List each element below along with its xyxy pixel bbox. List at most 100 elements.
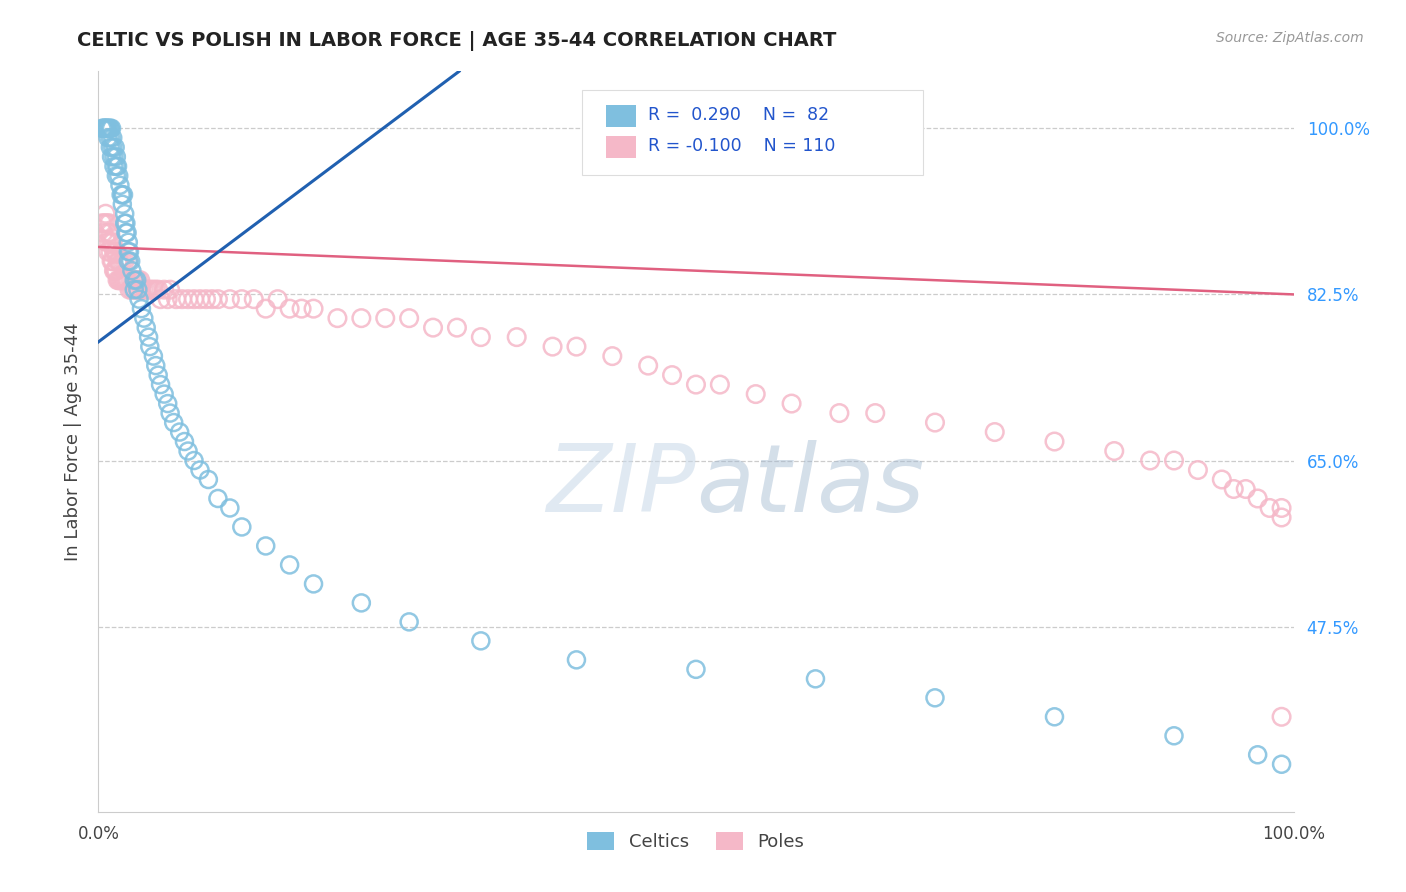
Point <box>278 558 301 572</box>
Point <box>804 672 827 686</box>
Point <box>110 187 132 202</box>
Point <box>107 254 129 268</box>
Point <box>156 292 179 306</box>
Point <box>117 244 139 259</box>
Point <box>98 216 121 230</box>
Point <box>183 453 205 467</box>
Point <box>122 273 145 287</box>
Point <box>1187 463 1209 477</box>
Point <box>108 178 131 193</box>
Point <box>129 273 152 287</box>
Point <box>145 283 167 297</box>
Point <box>115 273 138 287</box>
Point <box>195 292 218 306</box>
Point <box>121 283 143 297</box>
Point <box>124 273 146 287</box>
Point <box>139 283 162 297</box>
Point <box>114 216 136 230</box>
Point <box>101 130 124 145</box>
Point <box>97 226 120 240</box>
Point <box>153 283 176 297</box>
Point <box>1258 500 1281 515</box>
Point <box>139 340 162 354</box>
Point <box>1247 747 1270 762</box>
Point <box>188 292 211 306</box>
Point <box>148 283 170 297</box>
Point <box>267 292 290 306</box>
Text: R = -0.100    N = 110: R = -0.100 N = 110 <box>648 137 835 155</box>
Point <box>156 396 179 410</box>
Point <box>124 273 146 287</box>
Point <box>219 500 242 515</box>
Point <box>1211 473 1233 487</box>
Point <box>1247 491 1270 506</box>
Point <box>1104 444 1126 458</box>
Point <box>142 283 165 297</box>
Point <box>132 283 155 297</box>
Point <box>1234 482 1257 496</box>
Point <box>326 311 349 326</box>
FancyBboxPatch shape <box>582 90 922 175</box>
Point <box>153 387 176 401</box>
Point <box>398 615 420 629</box>
Point <box>98 121 121 136</box>
Point <box>254 301 277 316</box>
Point <box>125 273 148 287</box>
Point <box>107 273 129 287</box>
Point <box>131 301 153 316</box>
Point <box>565 340 588 354</box>
Point <box>231 292 253 306</box>
Point <box>149 377 172 392</box>
Point <box>350 311 373 326</box>
Point <box>506 330 529 344</box>
Point <box>120 254 142 268</box>
Point <box>138 330 160 344</box>
Point <box>100 235 122 250</box>
Point <box>291 301 314 316</box>
Point <box>97 121 120 136</box>
Text: CELTIC VS POLISH IN LABOR FORCE | AGE 35-44 CORRELATION CHART: CELTIC VS POLISH IN LABOR FORCE | AGE 35… <box>77 31 837 51</box>
Point <box>984 425 1007 439</box>
Point <box>201 292 224 306</box>
Point <box>350 596 373 610</box>
Point <box>1271 757 1294 772</box>
Point <box>101 235 124 250</box>
Point <box>118 244 141 259</box>
Text: atlas: atlas <box>696 441 924 532</box>
Point <box>1163 729 1185 743</box>
Point <box>142 349 165 363</box>
Point <box>107 254 129 268</box>
Point <box>105 244 128 259</box>
Legend: Celtics, Poles: Celtics, Poles <box>581 824 811 858</box>
Point <box>135 320 157 334</box>
Point <box>207 491 229 506</box>
Point <box>104 140 127 154</box>
Point <box>114 273 136 287</box>
Point <box>145 359 167 373</box>
Point <box>107 273 129 287</box>
Point <box>374 311 396 326</box>
Point <box>105 159 128 173</box>
Point <box>470 633 492 648</box>
Point <box>98 121 122 136</box>
Point <box>135 283 157 297</box>
Point <box>91 216 114 230</box>
Point <box>117 254 139 268</box>
Point <box>124 283 146 297</box>
Point <box>422 320 444 334</box>
Point <box>114 207 136 221</box>
Point <box>93 121 115 136</box>
Point <box>94 207 117 221</box>
Point <box>107 169 129 183</box>
Point <box>115 226 138 240</box>
Point <box>100 150 122 164</box>
FancyBboxPatch shape <box>606 104 637 127</box>
Text: R =  0.290    N =  82: R = 0.290 N = 82 <box>648 106 830 124</box>
Point <box>98 130 122 145</box>
Point <box>111 197 134 211</box>
Point <box>159 283 181 297</box>
Point <box>103 244 125 259</box>
Point <box>541 340 564 354</box>
Point <box>118 283 141 297</box>
Point <box>132 311 155 326</box>
